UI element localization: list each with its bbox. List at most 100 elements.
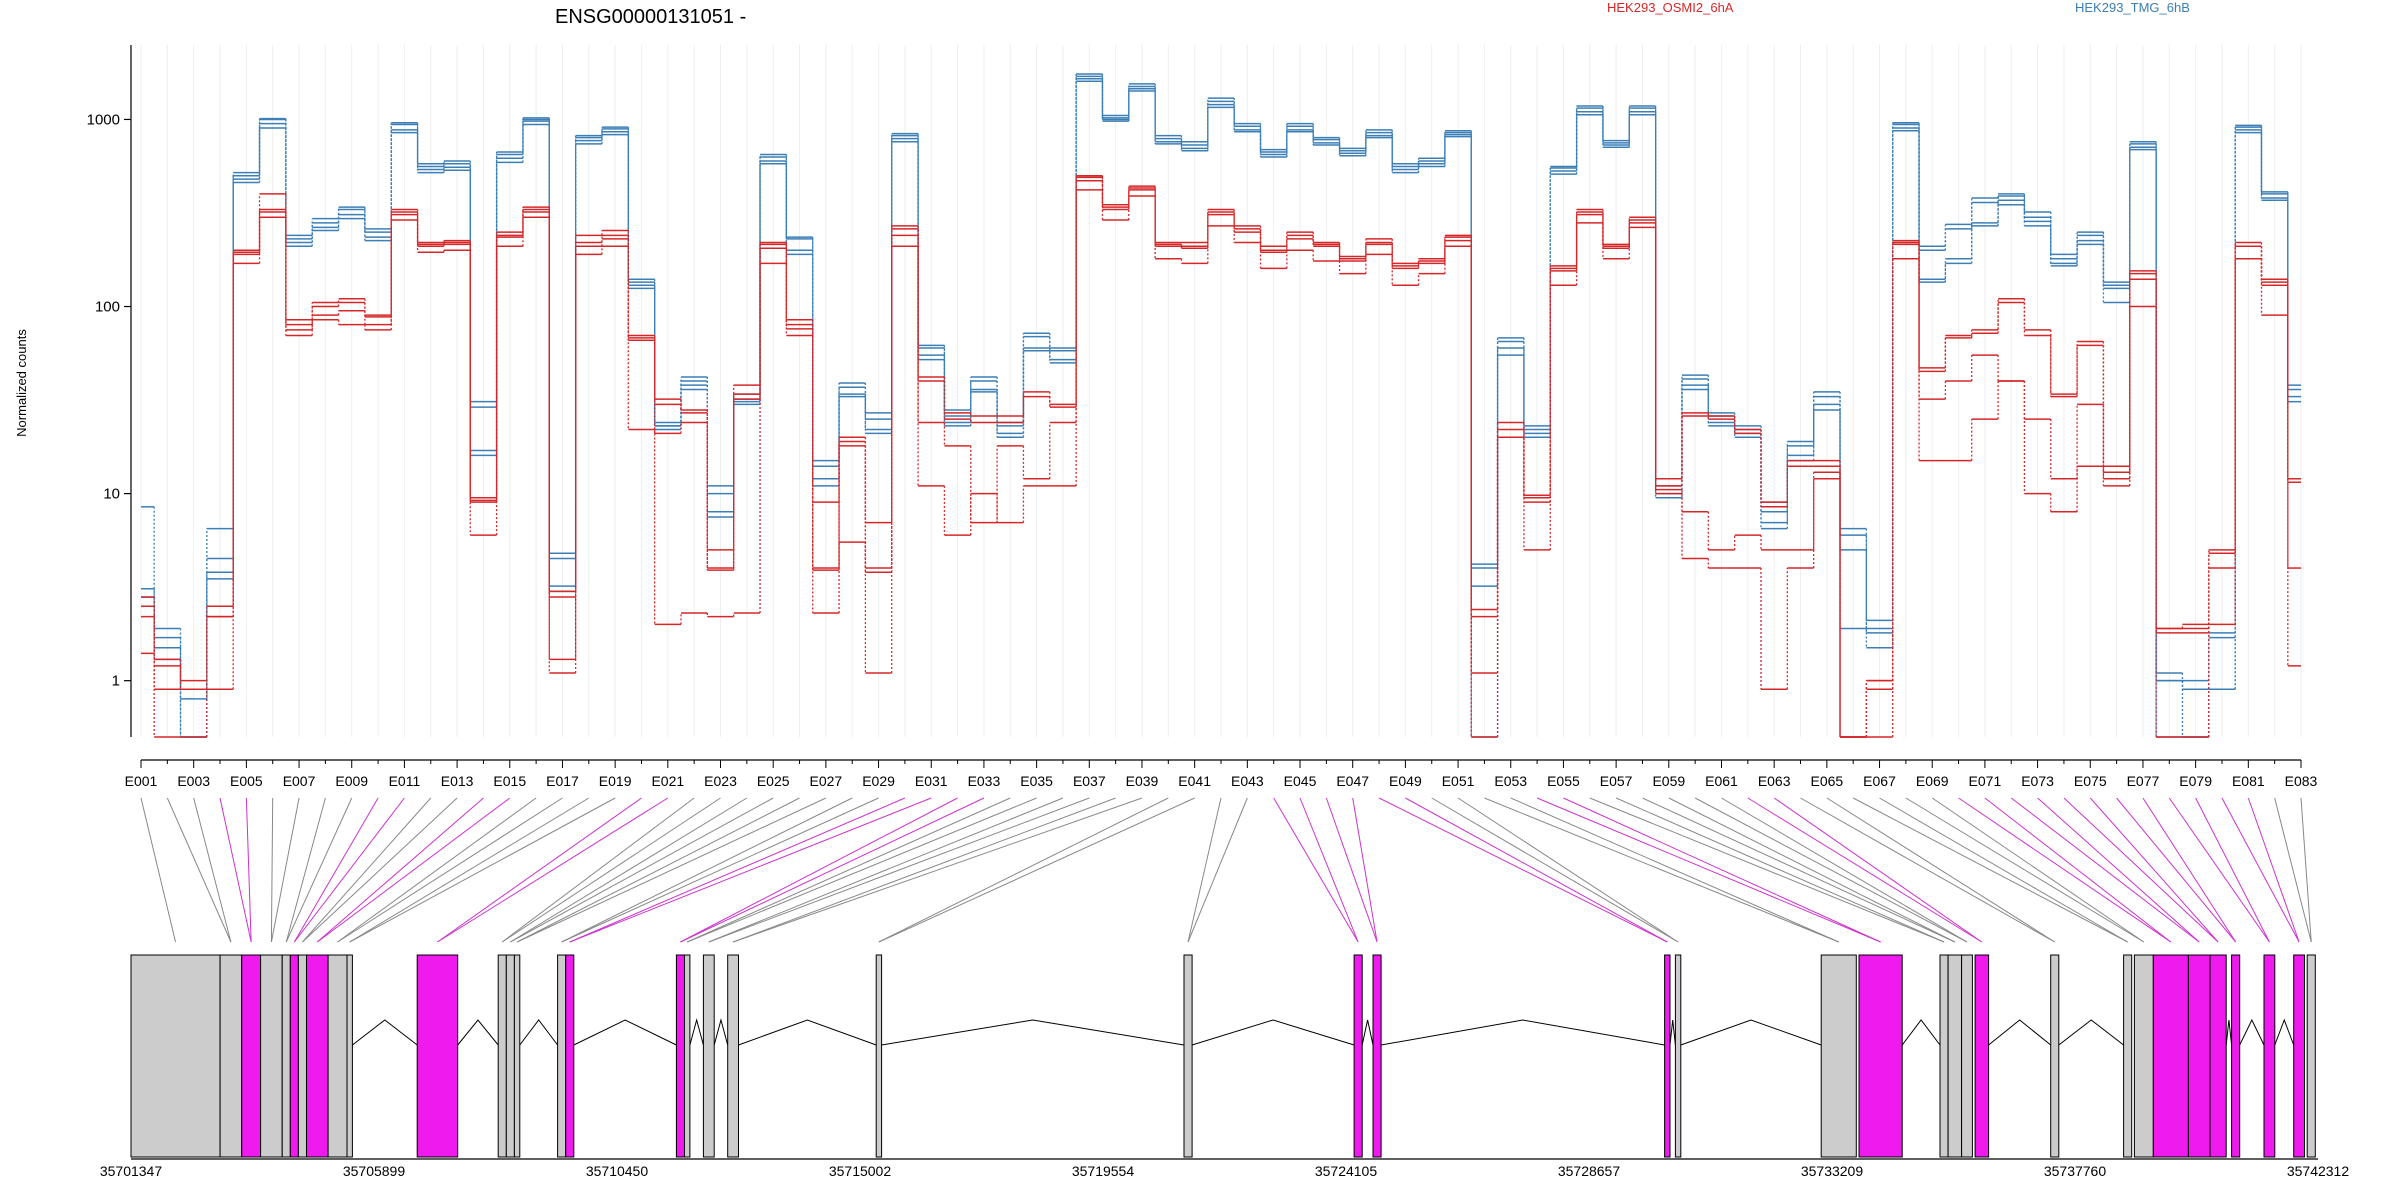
exon-connector — [1747, 797, 1983, 943]
exon-connector — [2221, 797, 2300, 943]
y-tick-label: 100 — [95, 299, 120, 316]
exon-connector — [219, 797, 252, 943]
exon-connector — [561, 797, 853, 943]
exon-block — [1372, 954, 1382, 1158]
genomic-tick-label: 35701347 — [100, 1163, 163, 1179]
exon-connector — [317, 797, 511, 943]
exon-block — [289, 954, 299, 1158]
intron-line — [2274, 1018, 2295, 1046]
exon-connector — [2300, 797, 2312, 943]
exon-block — [1674, 954, 1682, 1158]
x-tick-label: E019 — [599, 773, 632, 789]
x-tick-label: E043 — [1231, 773, 1264, 789]
exon-connector — [1510, 797, 1839, 943]
genomic-tick-label: 35719554 — [1072, 1163, 1135, 1179]
exon-connector — [1457, 797, 1679, 943]
exon-block — [1664, 954, 1671, 1158]
genomic-tick-label: 35705899 — [343, 1163, 406, 1179]
exon-connector — [1352, 797, 1378, 943]
y-tick-label: 10 — [103, 486, 120, 503]
exon-block — [2293, 954, 2305, 1158]
exon-block — [497, 954, 507, 1158]
exon-connector — [2116, 797, 2237, 943]
x-tick-label: E027 — [810, 773, 843, 789]
exon-connector — [302, 797, 432, 943]
exon-connector — [2037, 797, 2200, 943]
exon-connector — [1431, 797, 1679, 943]
exon-connector — [2142, 797, 2237, 943]
exon-connector — [437, 797, 642, 943]
exon-connector — [245, 797, 252, 943]
x-tick-label: E059 — [1652, 773, 1685, 789]
intron-line — [519, 1019, 558, 1046]
chart-header: ENSG00000131051 - HEK293_OSMI2_6hA HEK29… — [14, 0, 2190, 437]
exon-block — [346, 954, 353, 1158]
exon-connector — [2247, 797, 2300, 943]
x-tick-label: E073 — [2021, 773, 2054, 789]
exon-block — [219, 954, 243, 1158]
exon-block — [1974, 954, 1990, 1158]
intron-line — [713, 1018, 729, 1046]
intron-line — [1988, 1019, 2052, 1046]
exon-connector — [270, 797, 300, 943]
exon-connector — [1642, 797, 1956, 943]
exon-connector — [1615, 797, 1945, 943]
exon-block — [702, 954, 715, 1158]
chart-title: ENSG00000131051 - — [555, 6, 746, 28]
exon-connector — [337, 797, 537, 943]
x-tick-label: E037 — [1073, 773, 1106, 789]
genomic-tick-label: 35710450 — [586, 1163, 649, 1179]
exon-connector — [1958, 797, 2172, 943]
x-tick-label: E007 — [283, 773, 316, 789]
exon-connector — [2195, 797, 2270, 943]
exon-connector — [166, 797, 232, 943]
exon-connector — [501, 797, 721, 943]
x-tick-label: E071 — [1969, 773, 2002, 789]
exon-connector — [708, 797, 1064, 943]
count-series — [141, 73, 2301, 738]
intron-line — [689, 1018, 704, 1046]
exon-connector — [1984, 797, 2172, 943]
exon-block — [2123, 954, 2133, 1158]
x-tick-label: E025 — [757, 773, 790, 789]
exon-connector — [1484, 797, 1839, 943]
intron-line — [573, 1019, 677, 1046]
exon-block — [327, 954, 348, 1158]
exon-connector — [293, 797, 405, 943]
exon-block — [2306, 954, 2316, 1158]
exon-connector — [516, 797, 827, 943]
y-tick-label: 1000 — [87, 111, 120, 128]
exon-block — [241, 954, 262, 1158]
y-tick-label: 1 — [112, 673, 120, 690]
exon-block — [1939, 954, 1949, 1158]
legend-entry-osmi2: HEK293_OSMI2_6hA — [1607, 0, 1734, 15]
x-tick-label: E053 — [1494, 773, 1527, 789]
exon-connector — [1668, 797, 1956, 943]
genomic-tick-label: 35715002 — [829, 1163, 892, 1179]
exon-block — [513, 954, 521, 1158]
x-tick-label: E077 — [2127, 773, 2160, 789]
x-tick-label: E017 — [546, 773, 579, 789]
exon-connector — [569, 797, 906, 943]
exon-block — [2187, 954, 2211, 1158]
exon-connector — [193, 797, 232, 943]
x-tick-label: E039 — [1126, 773, 1159, 789]
exon-connector — [1694, 797, 1968, 943]
exon-block — [2050, 954, 2060, 1158]
genomic-tick-label: 35737760 — [2044, 1163, 2107, 1179]
x-tick-label: E045 — [1284, 773, 1317, 789]
exon-connector — [2089, 797, 2219, 943]
exon-block — [2152, 954, 2189, 1158]
x-tick-label: E033 — [968, 773, 1001, 789]
exon-block — [416, 954, 459, 1158]
y-axis-label: Normalized counts — [14, 329, 29, 437]
exon-connector — [270, 797, 274, 943]
exon-block — [875, 954, 883, 1158]
exon-connector — [1378, 797, 1668, 943]
x-tick-label: E067 — [1863, 773, 1896, 789]
intron-line — [2239, 1018, 2265, 1046]
exon-connector — [1905, 797, 2145, 943]
genomic-tick-label: 35742312 — [2287, 1163, 2350, 1179]
intron-line — [1381, 1019, 1665, 1046]
y-axis: 1 10 100 1000 — [87, 45, 132, 737]
